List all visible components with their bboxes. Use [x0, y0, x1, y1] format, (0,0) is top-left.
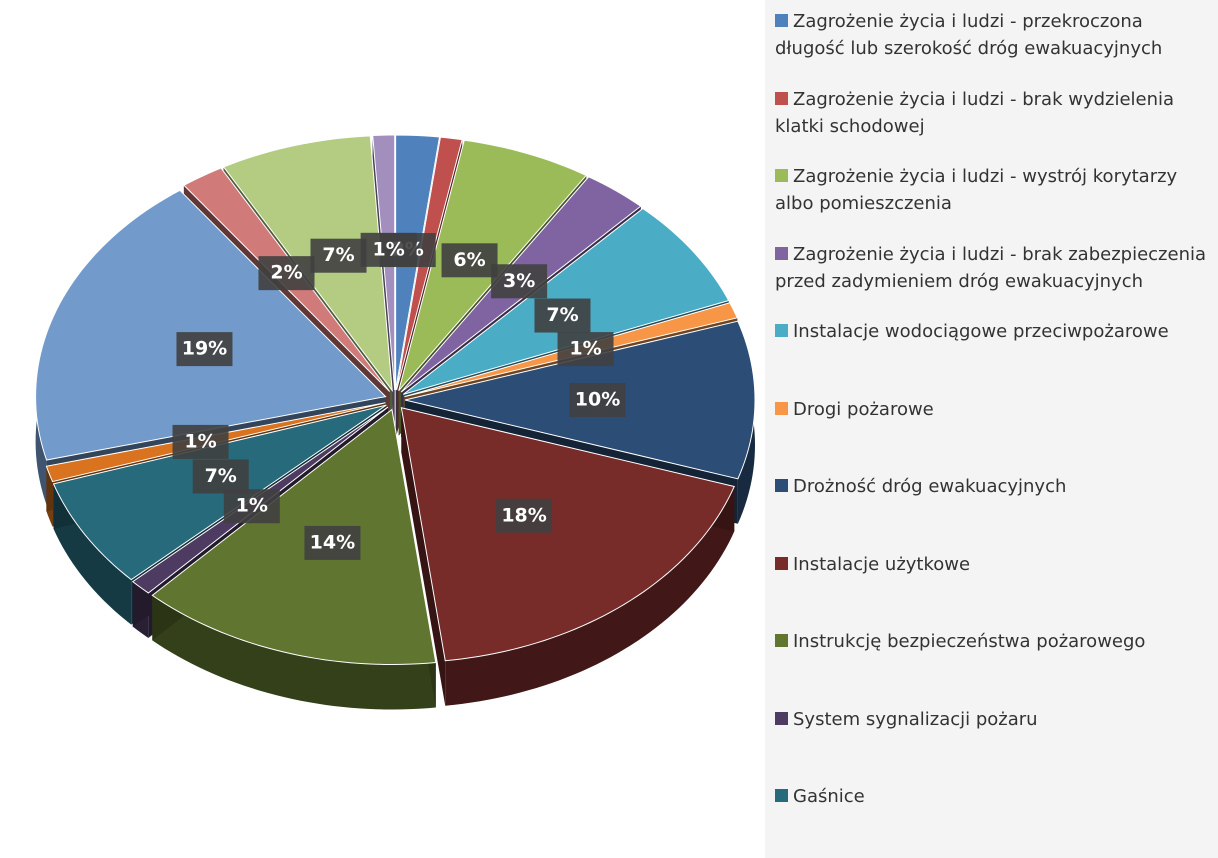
data-label-box — [172, 424, 229, 459]
data-label: 2% — [270, 262, 302, 284]
data-label-box — [569, 383, 626, 417]
data-label-box — [360, 232, 417, 267]
data-label: 1% — [236, 495, 268, 517]
legend-swatch — [775, 479, 788, 492]
legend-item: Zagrożenie życia i ludzi - przekroczona … — [775, 8, 1210, 62]
legend-swatch — [775, 401, 788, 415]
legend-label: Instrukcję bezpieczeństwa pożarowego — [793, 631, 1146, 652]
data-label: 18% — [501, 504, 546, 526]
legend-item: Drożność dróg ewakuacyjnych — [775, 473, 1210, 500]
data-label: 14% — [310, 531, 355, 553]
legend-swatch — [775, 711, 788, 725]
legend-item: Instrukcję bezpieczeństwa pożarowego — [775, 628, 1210, 655]
legend-item: System sygnalizacji pożaru — [775, 706, 1210, 733]
legend-item: Gaśnice — [775, 783, 1210, 810]
legend-label: Instalacje użytkowe — [793, 553, 971, 575]
legend-swatch — [775, 246, 788, 260]
data-label: 10% — [575, 389, 620, 411]
legend-swatch — [775, 91, 788, 105]
data-label: 1% — [569, 338, 601, 360]
legend-item: Zagrożenie życia i ludzi - brak wydziele… — [775, 86, 1210, 140]
data-label-box — [491, 264, 548, 299]
data-label-box — [192, 459, 249, 494]
data-label: 3% — [503, 270, 535, 292]
legend-swatch — [775, 789, 788, 802]
data-label: 7% — [546, 304, 578, 326]
data-label-box — [557, 332, 614, 367]
legend-swatch — [775, 324, 788, 337]
legend-label: Drogi pożarowe — [793, 398, 934, 420]
data-label-box — [304, 525, 361, 560]
data-label: 7% — [205, 465, 237, 487]
data-label-box — [223, 489, 280, 524]
data-label-box — [310, 238, 367, 273]
legend-label: Zagrożenie życia i ludzi - brak zabezpie… — [775, 243, 1207, 292]
slice — [35, 189, 387, 461]
data-labels: 2%6%3%7%1%10%18%14%1%7%1%19%2%7%1% — [172, 232, 626, 560]
legend-label: Zagrożenie życia i ludzi - przekroczona … — [775, 11, 1163, 59]
data-label-box — [534, 298, 591, 333]
slice — [151, 408, 437, 666]
data-label-box — [496, 498, 553, 533]
slice — [400, 407, 735, 662]
legend-label: Drożność dróg ewakuacyjnych — [793, 476, 1067, 497]
data-label-box — [176, 332, 233, 367]
legend-label: Instalacje wodociągowe przeciwpożarowe — [793, 321, 1169, 342]
data-label: 19% — [182, 338, 227, 360]
legend-swatch — [775, 556, 788, 570]
legend-swatch — [775, 14, 788, 27]
legend-item: Zagrożenie życia i ludzi - wystrój koryt… — [775, 163, 1210, 217]
legend-item: Instalacje wodociągowe przeciwpożarowe — [775, 318, 1210, 345]
legend-swatch — [775, 169, 788, 182]
data-label-box — [258, 256, 315, 291]
legend-label: System sygnalizacji pożaru — [793, 708, 1038, 730]
legend-item: Drogi pożarowe — [775, 396, 1210, 423]
data-label-box — [441, 243, 498, 278]
legend-label: Zagrożenie życia i ludzi - brak wydziele… — [775, 88, 1175, 137]
data-label: 7% — [322, 244, 354, 266]
legend-label: Gaśnice — [793, 786, 865, 807]
slice-side — [445, 486, 735, 706]
slice-side — [152, 595, 436, 710]
legend-item: Zagrożenie życia i ludzi - brak zabezpie… — [775, 241, 1210, 295]
pie-tops — [35, 134, 756, 666]
chart: 2%6%3%7%1%10%18%14%1%7%1%19%2%7%1% — [35, 134, 756, 710]
slice-wall — [401, 407, 446, 706]
data-label: 1% — [184, 430, 216, 452]
legend-swatch — [775, 634, 788, 647]
data-label: 6% — [453, 249, 485, 271]
legend-label: Zagrożenie życia i ludzi - wystrój koryt… — [775, 166, 1178, 214]
legend-item: Instalacje użytkowe — [775, 551, 1210, 578]
data-label: 1% — [373, 238, 405, 260]
legend: Zagrożenie życia i ludzi - przekroczona … — [765, 0, 1218, 858]
